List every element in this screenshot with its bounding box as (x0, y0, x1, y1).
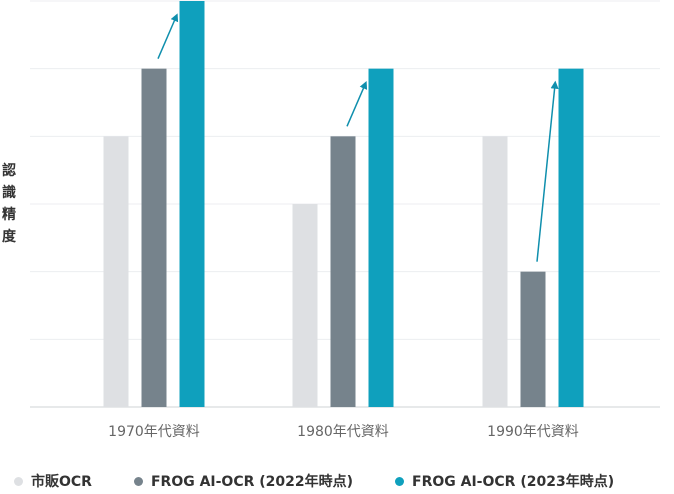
y-axis-label-char: 識 (2, 185, 16, 201)
legend-item: FROG AI-OCR (2023年時点) (395, 471, 614, 491)
x-axis-ticks: 1970年代資料 1980年代資料 1990年代資料 (108, 424, 579, 440)
legend-label: 市販OCR (31, 474, 92, 490)
x-tick-label: 1990年代資料 (487, 424, 579, 440)
y-axis-label-char: 認 (2, 163, 16, 179)
legend-item: 市販OCR (14, 471, 92, 491)
legend-label: FROG AI-OCR (2022年時点) (150, 474, 354, 490)
y-axis-label-char: 精 (2, 207, 16, 223)
y-axis-label: 認識精度 (0, 160, 18, 248)
legend-swatch (133, 476, 143, 486)
improvement-arrow (157, 13, 179, 59)
bar (330, 136, 356, 408)
legend-label: FROG AI-OCR (2023年時点) (412, 474, 615, 490)
bar (292, 204, 318, 407)
y-axis-label-char: 度 (2, 229, 16, 245)
bar (520, 271, 546, 407)
bar (558, 68, 584, 408)
x-tick-label: 1980年代資料 (297, 424, 389, 440)
bar (141, 68, 167, 408)
bar (179, 1, 205, 407)
bar (482, 136, 508, 408)
improvement-arrow (346, 80, 368, 127)
bar (368, 68, 394, 408)
improvement-arrows (157, 13, 559, 262)
legend-item: FROG AI-OCR (2022年時点) (133, 471, 354, 491)
improvement-arrow (536, 80, 559, 262)
legend-swatch (14, 476, 23, 486)
legend: 市販OCR FROG AI-OCR (2022年時点) FROG AI-OCR (2… (14, 470, 614, 492)
bar (103, 136, 129, 408)
x-tick-label: 1970年代資料 (108, 424, 200, 440)
bars (103, 1, 584, 408)
legend-swatch (395, 476, 405, 486)
